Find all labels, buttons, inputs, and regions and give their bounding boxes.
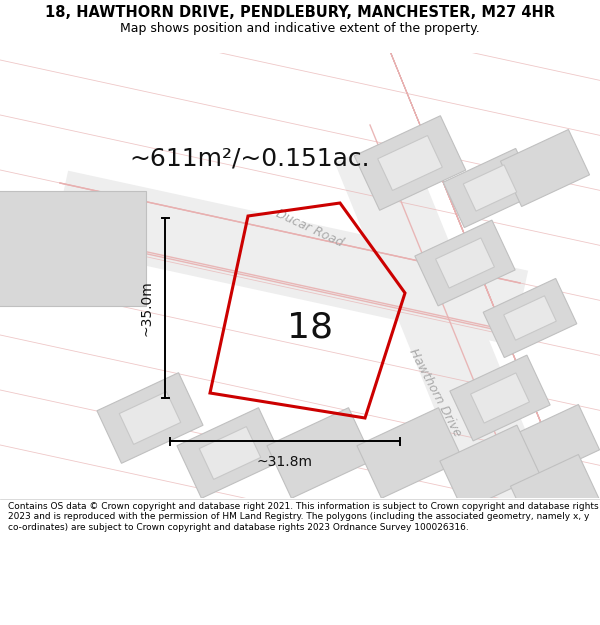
Text: ~611m²/~0.151ac.: ~611m²/~0.151ac.: [130, 146, 370, 170]
Polygon shape: [357, 408, 463, 498]
Text: Map shows position and indicative extent of the property.: Map shows position and indicative extent…: [120, 22, 480, 35]
Text: Contains OS data © Crown copyright and database right 2021. This information is : Contains OS data © Crown copyright and d…: [8, 502, 599, 532]
Polygon shape: [443, 149, 537, 228]
Text: 18: 18: [287, 311, 333, 345]
Polygon shape: [354, 116, 466, 210]
Polygon shape: [511, 454, 599, 531]
Polygon shape: [463, 165, 517, 211]
Polygon shape: [436, 238, 494, 288]
Text: 18, HAWTHORN DRIVE, PENDLEBURY, MANCHESTER, M27 4HR: 18, HAWTHORN DRIVE, PENDLEBURY, MANCHEST…: [45, 5, 555, 20]
Polygon shape: [177, 408, 283, 498]
Polygon shape: [511, 404, 599, 481]
Polygon shape: [503, 296, 556, 340]
Polygon shape: [97, 372, 203, 463]
Polygon shape: [470, 373, 529, 423]
Polygon shape: [0, 191, 146, 306]
Polygon shape: [199, 427, 261, 479]
Polygon shape: [450, 355, 550, 441]
Polygon shape: [377, 136, 442, 191]
Polygon shape: [415, 220, 515, 306]
Polygon shape: [483, 279, 577, 358]
Text: Hawthorn Drive: Hawthorn Drive: [406, 347, 464, 439]
Polygon shape: [440, 425, 540, 511]
Polygon shape: [500, 129, 590, 206]
Polygon shape: [119, 392, 181, 444]
Text: Ducar Road: Ducar Road: [274, 207, 346, 249]
Text: ~35.0m: ~35.0m: [139, 280, 153, 336]
Text: ~31.8m: ~31.8m: [257, 455, 313, 469]
Polygon shape: [267, 408, 373, 498]
